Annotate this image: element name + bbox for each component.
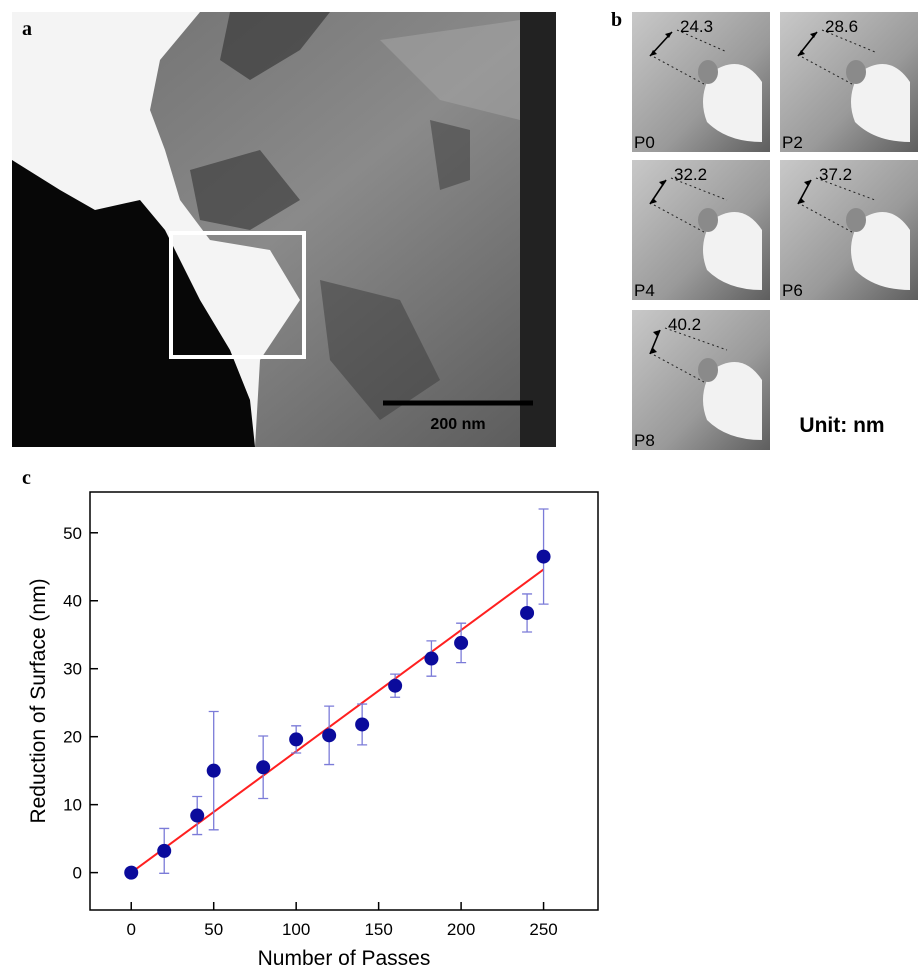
y-tick-label: 30 bbox=[63, 660, 82, 679]
frame: 28.6 P2 bbox=[780, 12, 918, 152]
dotted-guide bbox=[653, 29, 728, 85]
frame-label: P8 bbox=[634, 431, 655, 450]
frame-label: P4 bbox=[634, 281, 655, 300]
dark-spot bbox=[698, 60, 718, 84]
y-axis-title: Reduction of Surface (nm) bbox=[27, 578, 50, 823]
dark-spot bbox=[846, 208, 866, 232]
y-tick-label: 40 bbox=[63, 592, 82, 611]
frame: 32.2 P4 bbox=[632, 160, 770, 300]
data-point bbox=[190, 808, 205, 823]
plot-frame bbox=[89, 491, 599, 911]
data-point bbox=[322, 728, 337, 743]
data-point bbox=[355, 717, 370, 732]
measure-label: 28.6 bbox=[825, 17, 858, 36]
data-point bbox=[388, 678, 403, 693]
measure-label: 24.3 bbox=[680, 17, 713, 36]
panel-label: b bbox=[611, 9, 622, 31]
frame: 40.2 P8 bbox=[632, 310, 770, 450]
bright-region bbox=[851, 212, 910, 290]
frames: 24.3 P0 28.6 P2 32.2 P4 37.2 P6 40.2 P8 bbox=[632, 12, 918, 450]
bright-region bbox=[851, 64, 910, 142]
x-tick-label: 100 bbox=[282, 920, 310, 939]
frame-label: P2 bbox=[782, 133, 803, 152]
frame-label: P6 bbox=[782, 281, 803, 300]
x-tick-label: 200 bbox=[447, 920, 475, 939]
dark-spot bbox=[698, 358, 718, 382]
data-point bbox=[157, 843, 172, 858]
y-tick-label: 20 bbox=[63, 728, 82, 747]
y-tick-label: 50 bbox=[63, 524, 82, 543]
frame: 37.2 P6 bbox=[780, 160, 918, 300]
data-point bbox=[289, 732, 304, 747]
dark-spot bbox=[846, 60, 866, 84]
bright-region bbox=[703, 64, 762, 142]
data-point bbox=[124, 865, 139, 880]
fit-line bbox=[130, 568, 545, 874]
measure-label: 40.2 bbox=[668, 315, 701, 334]
data-point bbox=[454, 635, 469, 650]
data-point bbox=[424, 651, 439, 666]
dotted-guide bbox=[653, 177, 728, 233]
y-tick-label: 0 bbox=[73, 864, 82, 883]
measure-label: 37.2 bbox=[819, 165, 852, 184]
panel-label: c bbox=[22, 467, 31, 489]
x-tick-label: 150 bbox=[364, 920, 392, 939]
x-axis-title: Number of Passes bbox=[258, 947, 431, 970]
dotted-guide bbox=[801, 177, 876, 233]
chart: 0 50 100 150 200 250 0 10 20 30 40 50 Number of Pass… bbox=[27, 491, 599, 970]
x-tick-label: 0 bbox=[126, 920, 135, 939]
bright-region bbox=[703, 362, 762, 440]
y-tick-label: 10 bbox=[63, 796, 82, 815]
measure-label: 32.2 bbox=[674, 165, 707, 184]
tem-image bbox=[12, 12, 556, 447]
dotted-guide bbox=[653, 327, 728, 383]
data-point bbox=[206, 763, 221, 778]
arrow-head bbox=[650, 32, 672, 56]
scale-bar-label: 200 nm bbox=[430, 416, 485, 433]
data-point bbox=[256, 760, 271, 775]
unit-label: Unit: nm bbox=[799, 414, 884, 437]
arrow bbox=[649, 329, 661, 355]
arrow-head bbox=[650, 180, 666, 204]
x-tick-label: 250 bbox=[529, 920, 557, 939]
x-tick-label: 50 bbox=[204, 920, 223, 939]
dark-spot bbox=[698, 208, 718, 232]
frame-label: P0 bbox=[634, 133, 655, 152]
arrow-head bbox=[798, 180, 811, 204]
frame: 24.3 P0 bbox=[632, 12, 770, 152]
data-point bbox=[520, 605, 535, 620]
panel-label: a bbox=[22, 18, 32, 40]
data-point bbox=[536, 549, 551, 564]
bright-region bbox=[703, 212, 762, 290]
arrow-head bbox=[798, 32, 817, 56]
